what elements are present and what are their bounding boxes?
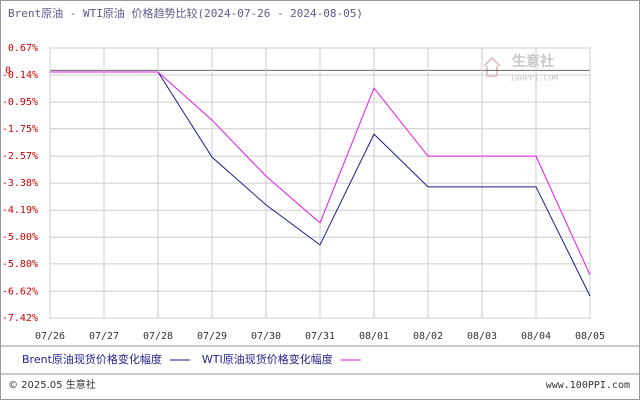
y-tick-label: -5.00% (2, 232, 38, 243)
footer-copyright: © 2025.05 生意社 (8, 378, 96, 391)
y-tick-label: -2.57% (2, 151, 38, 162)
x-tick-label: 07/29 (197, 331, 227, 342)
x-tick-label: 07/27 (89, 331, 119, 342)
x-tick-label: 07/30 (251, 331, 281, 342)
x-tick-label: 08/04 (521, 331, 551, 342)
x-tick-label: 07/28 (143, 331, 173, 342)
legend-label: WTI原油现货价格变化幅度 (202, 352, 333, 366)
y-tick-label: -6.62% (2, 286, 38, 297)
x-tick-label: 07/31 (305, 331, 335, 342)
y-tick-label: -0.95% (2, 97, 38, 108)
y-tick-label: -7.42% (2, 313, 38, 324)
x-tick-label: 08/05 (575, 331, 605, 342)
watermark-logo (483, 56, 501, 77)
watermark-name: 生意社 (512, 53, 554, 70)
y-tick-label: -4.19% (2, 205, 38, 216)
legend-label: Brent原油现货价格变化幅度 (22, 352, 162, 366)
y-tick-label: -0.14% (2, 70, 38, 81)
y-tick-label: 0.67% (8, 43, 38, 54)
chart-title: Brent原油 - WTI原油 价格趋势比较(2024-07-26 - 2024… (8, 6, 363, 20)
y-tick-label: -5.80% (2, 259, 38, 270)
watermark-site: 100PPI.COM (510, 74, 558, 83)
x-tick-label: 08/01 (359, 331, 389, 342)
series-line (50, 71, 591, 276)
footer-url: www.100PPI.com (546, 380, 630, 391)
y-tick-label: -1.75% (2, 124, 38, 135)
x-tick-label: 07/26 (35, 331, 65, 342)
baseline-label: 0 (5, 65, 11, 76)
x-tick-label: 08/03 (467, 331, 497, 342)
y-tick-label: -3.38% (2, 178, 38, 189)
x-tick-label: 08/02 (413, 331, 443, 342)
